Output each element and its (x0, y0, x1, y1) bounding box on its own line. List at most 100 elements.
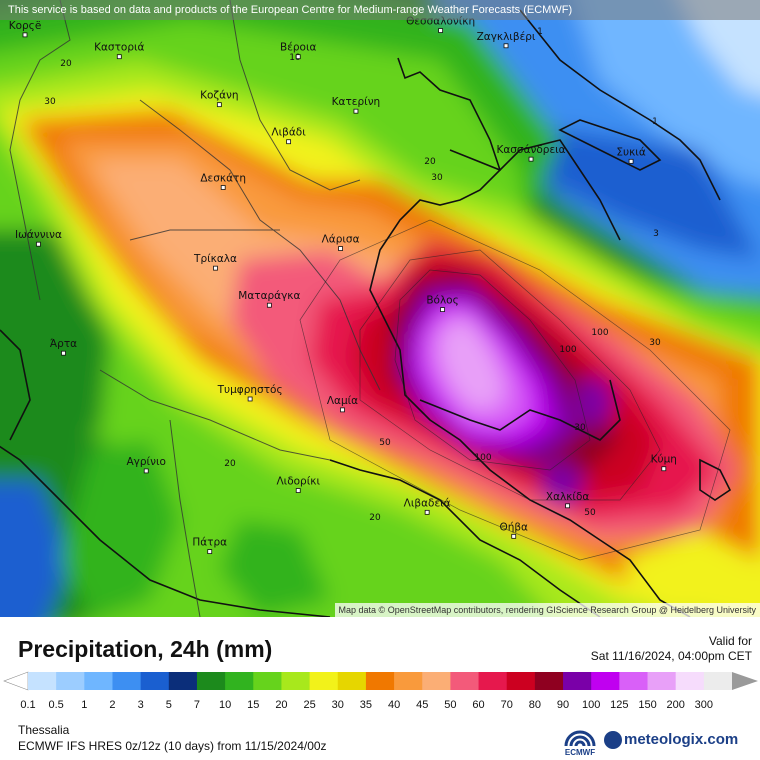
legend-tick-label: 35 (360, 699, 372, 711)
city-label: Κατερίνη (332, 96, 381, 108)
precipitation-legend: 0.1 0.5 1 2 3 5 7 10 15 20 25 30 35 40 45 50 60 70 80 90 100… (0, 668, 760, 714)
legend-tick-label: 25 (303, 699, 315, 711)
city-label: Λάρισα (322, 234, 360, 246)
legend-swatch (478, 672, 508, 690)
legend-swatch (168, 672, 198, 690)
ecmwf-logo-icon (564, 730, 596, 747)
legend-swatch (140, 672, 170, 690)
city-label: Κύμη (651, 454, 677, 466)
city-marker (295, 54, 301, 60)
meteologix-logo-icon (604, 731, 622, 749)
city-label: Κοζάνη (200, 90, 238, 102)
city-label: Δεσκάτη (200, 172, 246, 184)
legend-tick-label: 80 (529, 699, 541, 711)
city-marker (503, 43, 509, 49)
city-marker (220, 185, 226, 190)
contour-value-label: 30 (649, 338, 661, 348)
legend-swatch (703, 672, 733, 690)
legend-swatch (450, 672, 480, 690)
contour-value-label: 100 (591, 328, 608, 338)
legend-tick-label: 150 (638, 699, 656, 711)
legend-swatch (506, 672, 536, 690)
contour-value-label: 50 (584, 508, 596, 518)
map-title: Precipitation, 24h (mm) (18, 636, 273, 662)
legend-swatch (365, 672, 395, 690)
contour-value-label: 3 (653, 229, 659, 239)
contour-value-label: 30 (431, 173, 443, 183)
contour-value-label: 20 (424, 157, 436, 167)
legend-swatch (225, 672, 254, 690)
contour-value-label: 30 (574, 423, 586, 433)
city-label: Αγρίνιο (126, 456, 165, 468)
legend-swatch (675, 672, 705, 690)
precipitation-map[interactable]: 1 1 3 10 20 20 20 30 30 30 30 50 50 100 100 100 20 Κορςë… (0, 0, 760, 617)
legend-tick-label: 60 (472, 699, 484, 711)
contour-value-label: 100 (474, 453, 491, 463)
map-attribution: Map data © OpenStreetMap contributors, r… (334, 603, 760, 617)
legend-swatch (112, 672, 142, 690)
city-marker (266, 302, 272, 308)
city-label: Χαλκίδα (546, 491, 589, 503)
legend-tick-label: 15 (247, 699, 259, 711)
legend-swatch (422, 672, 451, 690)
city-marker (207, 549, 213, 554)
city-label: Άρτα (50, 338, 77, 350)
city-marker (565, 503, 570, 509)
legend-min-arrow (3, 671, 29, 691)
contour-value-label: 50 (379, 438, 391, 448)
city-marker (295, 488, 301, 493)
city-label: Τυμφρηστός (217, 384, 283, 396)
city-label: Λιβάδι (271, 127, 306, 139)
city-marker (424, 509, 430, 515)
city-label: Ιωάννινα (15, 229, 62, 241)
contour-value-label: 10 (289, 53, 301, 63)
legend-swatch (563, 672, 592, 690)
legend-tick-label: 40 (388, 699, 400, 711)
city-marker (440, 307, 445, 312)
legend-tick-label: 0.1 (20, 699, 35, 711)
legend-tick-label: 1 (81, 699, 87, 711)
city-marker (286, 139, 292, 145)
city-label: Λαμία (327, 395, 358, 407)
city-marker (247, 396, 253, 402)
legend-tick-label: 70 (501, 699, 513, 711)
legend-swatch (281, 672, 311, 690)
legend-tick-label: 125 (610, 699, 628, 711)
legend-tick-label: 200 (667, 699, 685, 711)
city-marker (338, 246, 343, 251)
city-marker (340, 407, 345, 413)
city-marker (61, 350, 66, 356)
meteologix-brand[interactable]: meteologix.com (624, 731, 739, 748)
city-label: Κορςë (9, 20, 42, 32)
contour-value-label: 20 (60, 59, 72, 69)
city-marker (438, 28, 444, 33)
model-info: ECMWF IFS HRES 0z/12z (10 days) from 11/… (18, 739, 327, 753)
legend-tick-label: 3 (138, 699, 144, 711)
contour-value-label: 1 (652, 117, 658, 127)
city-marker (22, 32, 28, 38)
city-marker (116, 54, 122, 60)
legend-tick-label: 300 (695, 699, 713, 711)
legend-swatch (337, 672, 367, 690)
city-marker (143, 468, 149, 474)
city-label: Καστοριά (94, 42, 144, 54)
legend-tick-label: 7 (194, 699, 200, 711)
legend-swatch (196, 672, 226, 690)
city-label: Θήβα (499, 521, 528, 533)
legend-tick-label: 5 (166, 699, 172, 711)
legend-swatch (591, 672, 620, 690)
coastline (0, 9, 732, 617)
contour-value-label: 20 (369, 513, 381, 523)
legend-swatch (84, 672, 113, 690)
legend-swatch (309, 672, 339, 690)
city-marker (36, 241, 41, 247)
legend-tick-label: 2 (109, 699, 115, 711)
city-label: Πάτρα (192, 537, 227, 549)
city-label: Ματαράγκα (238, 290, 300, 302)
region-name: Thessalia (18, 723, 70, 737)
city-label: Λιβαδειά (404, 497, 451, 509)
legend-tick-label: 30 (332, 699, 344, 711)
legend-tick-label: 45 (416, 699, 428, 711)
city-label: Βόλος (426, 295, 458, 307)
